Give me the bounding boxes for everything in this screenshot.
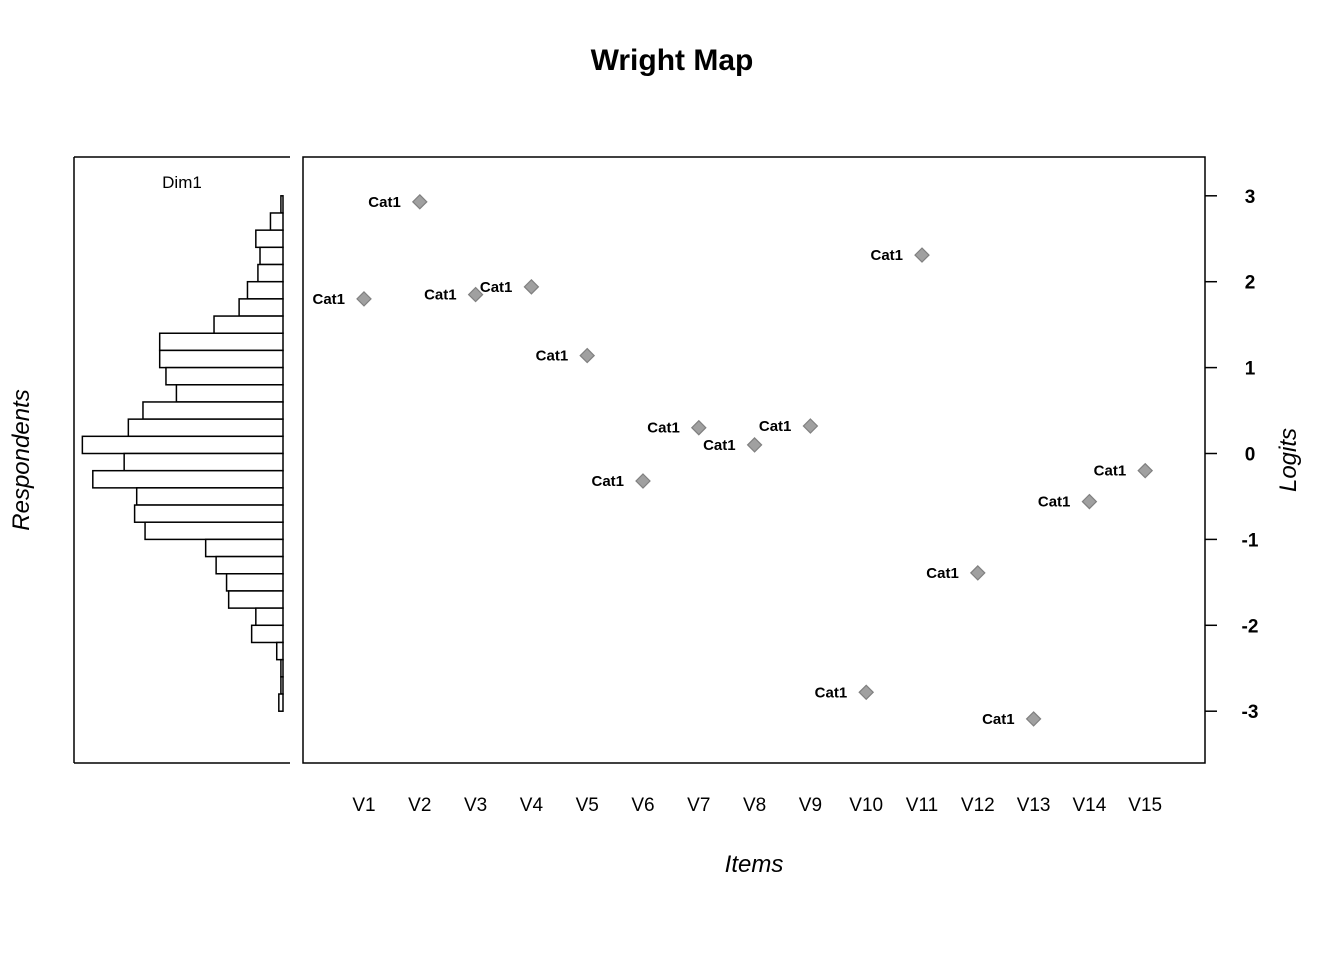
histogram-bar: [257, 263, 284, 283]
x-tick-label: V5: [576, 795, 599, 816]
item-point-label: Cat1: [703, 437, 736, 454]
x-tick-label: V10: [849, 795, 883, 816]
histogram-bar: [175, 384, 284, 403]
histogram-bar: [225, 573, 284, 592]
item-point: [969, 565, 986, 581]
item-point-label: Cat1: [926, 565, 959, 582]
histogram-bar: [255, 607, 284, 627]
histogram-bar: [278, 693, 284, 712]
x-axis-label: Items: [725, 851, 784, 878]
item-point: [523, 279, 540, 295]
item-point-label: Cat1: [1038, 494, 1071, 511]
item-point-label: Cat1: [424, 287, 457, 304]
item-point: [802, 418, 819, 434]
histogram-bar: [259, 246, 284, 266]
item-point-label: Cat1: [368, 194, 401, 211]
histogram-bar: [250, 624, 284, 644]
histogram-bar: [215, 555, 284, 575]
item-points: Cat1 Cat1 Cat1 Cat1 Cat1 Cat1 Cat1 Cat1 Cat1 Cat1…: [312, 193, 1154, 728]
histogram-bar: [133, 504, 284, 523]
item-point: [635, 473, 651, 489]
x-tick-label: V2: [408, 795, 431, 816]
x-tick-label: V12: [961, 795, 995, 816]
item-point-label: Cat1: [815, 684, 848, 701]
histogram-bar: [227, 590, 284, 609]
item-point: [914, 247, 930, 263]
left-axis-label: Respondents: [8, 389, 35, 530]
histogram-bar: [280, 658, 284, 678]
histogram-bar: [269, 212, 284, 231]
item-point-label: Cat1: [480, 279, 513, 296]
histogram-bar: [280, 195, 284, 214]
y-tick-label: -1: [1242, 530, 1259, 551]
item-point-label: Cat1: [536, 348, 569, 365]
histogram-bar: [165, 366, 284, 386]
histogram-bar: [246, 280, 284, 300]
x-tick-label: V9: [799, 795, 822, 816]
x-tick-label: V4: [520, 795, 544, 816]
item-point-label: Cat1: [982, 711, 1015, 728]
item-point: [467, 286, 484, 303]
x-tick-label: V15: [1128, 795, 1162, 816]
y-tick-label: -3: [1242, 702, 1259, 723]
x-tick-label: V8: [743, 795, 766, 816]
histogram-bar: [81, 435, 284, 455]
item-point: [356, 291, 372, 307]
x-tick-label: V11: [906, 795, 938, 816]
histogram-bar: [142, 401, 284, 420]
histogram-bar: [255, 229, 284, 249]
item-point-label: Cat1: [312, 291, 345, 308]
y-tick-label: 2: [1245, 273, 1256, 294]
histogram-bar: [158, 332, 284, 352]
y-tick-label: 1: [1245, 359, 1256, 380]
item-point-label: Cat1: [591, 473, 624, 490]
x-tick-label: V13: [1017, 795, 1051, 816]
respondent-histogram: [81, 195, 284, 712]
histogram-bar: [275, 641, 284, 661]
item-point: [746, 437, 763, 453]
chart-title: Wright Map: [591, 44, 754, 77]
item-point: [1137, 462, 1154, 479]
item-point: [411, 193, 428, 210]
x-tick-label: V3: [464, 795, 487, 816]
item-point: [1025, 711, 1042, 727]
item-point-label: Cat1: [870, 247, 903, 264]
histogram-bar: [135, 487, 284, 506]
item-point: [858, 684, 875, 701]
item-point: [1081, 493, 1098, 510]
histogram-bar: [204, 538, 284, 558]
item-point-label: Cat1: [1094, 463, 1127, 480]
respondents-panel: Dim1: [73, 156, 290, 764]
item-point: [690, 419, 707, 436]
x-tick-label: V7: [687, 795, 710, 816]
y-axis-label: Logits: [1275, 428, 1302, 492]
histogram-bar: [144, 521, 284, 541]
panel-label-dim1: Dim1: [162, 173, 202, 192]
histogram-bar: [280, 676, 284, 695]
histogram-bar: [123, 452, 284, 472]
y-axis: 3 2 1 0 -1 -2 -3: [1205, 187, 1259, 723]
x-tick-label: V1: [352, 795, 375, 816]
x-axis: V1 V2 V3 V4 V5 V6 V7 V8 V9 V10 V11 V12 V13 V14 V15: [352, 795, 1162, 816]
x-tick-label: V14: [1072, 795, 1106, 816]
histogram-bar: [238, 298, 284, 317]
y-tick-label: 3: [1245, 187, 1256, 208]
histogram-bar: [213, 315, 284, 334]
x-tick-label: V6: [631, 795, 654, 816]
histogram-bar: [158, 349, 284, 369]
histogram-bar: [127, 418, 284, 438]
items-plot-frame: [302, 156, 1206, 764]
y-tick-label: -2: [1242, 616, 1259, 637]
histogram-bar: [92, 469, 284, 489]
item-point-label: Cat1: [759, 418, 792, 435]
y-tick-label: 0: [1245, 445, 1256, 466]
item-point-label: Cat1: [647, 420, 680, 437]
item-point: [579, 347, 596, 364]
